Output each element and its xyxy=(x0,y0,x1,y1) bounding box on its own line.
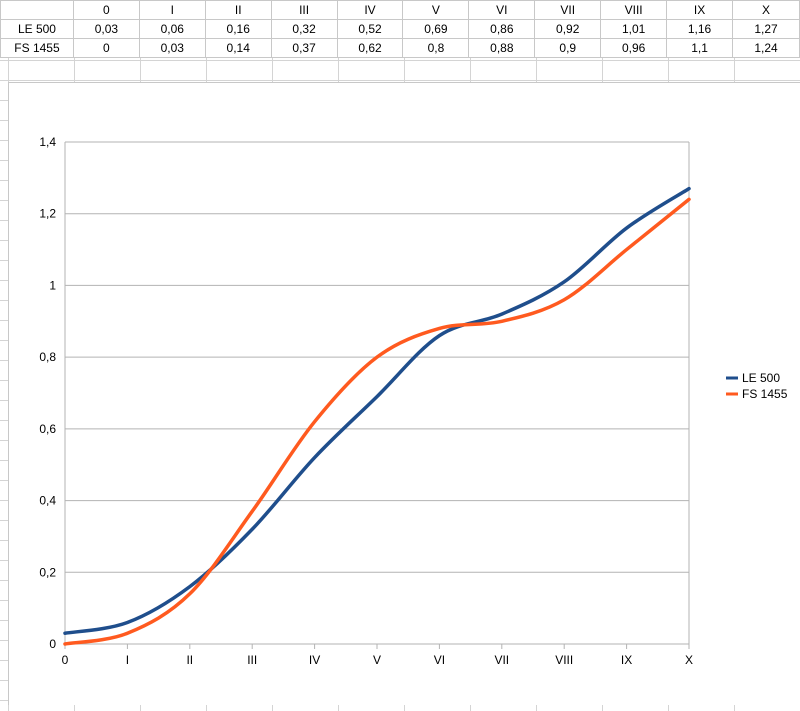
table-row: FS 1455 0 0,03 0,14 0,37 0,62 0,8 0,88 0… xyxy=(0,38,800,58)
value-cell[interactable]: 0,03 xyxy=(138,38,206,58)
x-axis-labels: 0 I II III IV V VI VII VIII IX X xyxy=(62,653,693,667)
y-axis-labels: 0 0,2 0,4 0,6 0,8 1 1,2 1,4 xyxy=(39,135,56,651)
value-cell[interactable]: 0,8 xyxy=(402,38,470,58)
header-cell[interactable]: VI xyxy=(468,0,536,20)
value-cell[interactable]: 1,27 xyxy=(732,19,800,39)
header-cell[interactable]: I xyxy=(138,0,206,20)
x-tick-label: VIII xyxy=(555,653,573,667)
y-tick-label: 1,4 xyxy=(39,135,56,149)
legend: LE 500 FS 1455 xyxy=(726,371,788,401)
series-line-fs-1455 xyxy=(63,197,691,646)
value-cell[interactable]: 0,69 xyxy=(402,19,470,39)
table-row: LE 500 0,03 0,06 0,16 0,32 0,52 0,69 0,8… xyxy=(0,19,800,39)
header-cell[interactable]: III xyxy=(270,0,338,20)
value-cell[interactable]: 0,62 xyxy=(336,38,404,58)
x-tick-label: 0 xyxy=(62,653,69,667)
x-tick-label: IX xyxy=(621,653,632,667)
x-tick-label: VI xyxy=(434,653,445,667)
value-cell[interactable]: 1,1 xyxy=(666,38,733,58)
header-cell[interactable]: X xyxy=(732,0,800,20)
value-cell[interactable]: 0 xyxy=(72,38,140,58)
series-line-le-500 xyxy=(63,186,691,635)
row-label-cell[interactable]: LE 500 xyxy=(0,19,74,39)
header-cell[interactable]: VIII xyxy=(600,0,668,20)
x-tick-label: V xyxy=(373,653,381,667)
header-cell[interactable]: IV xyxy=(336,0,404,20)
x-tick-label: X xyxy=(685,653,693,667)
row-label-cell[interactable]: FS 1455 xyxy=(0,38,74,58)
y-tick-label: 1 xyxy=(49,278,56,292)
header-cell[interactable]: II xyxy=(204,0,272,20)
y-tick-label: 1,2 xyxy=(39,207,56,221)
value-cell[interactable]: 0,88 xyxy=(468,38,536,58)
chart-object[interactable]: 0 0,2 0,4 0,6 0,8 1 1,2 1,4 0 I II III IV V VI VII VIII… xyxy=(8,82,800,705)
value-cell[interactable]: 0,86 xyxy=(468,19,536,39)
header-cell[interactable]: VII xyxy=(534,0,602,20)
value-cell[interactable]: 0,9 xyxy=(534,38,602,58)
header-cell[interactable]: V xyxy=(402,0,470,20)
x-tick-label: II xyxy=(186,653,193,667)
x-tick-label: I xyxy=(126,653,129,667)
table-header-row: 0 I II III IV V VI VII VIII IX X xyxy=(0,0,800,20)
value-cell[interactable]: 0,16 xyxy=(204,19,272,39)
y-tick-label: 0,6 xyxy=(39,422,56,436)
header-cell[interactable] xyxy=(0,0,74,20)
gridlines xyxy=(65,141,689,645)
x-tick-label: VII xyxy=(494,653,509,667)
legend-label: LE 500 xyxy=(742,371,780,385)
axes xyxy=(64,142,690,649)
value-cell[interactable]: 1,24 xyxy=(732,38,800,58)
value-cell[interactable]: 1,16 xyxy=(666,19,733,39)
line-chart: 00,20,40,60,811,21,4 0 I II III IV V VI VII VIII… xyxy=(39,135,788,667)
y-tick-label: 0,8 xyxy=(39,350,56,364)
y-tick-label: 0,2 xyxy=(39,565,56,579)
value-cell[interactable]: 0,32 xyxy=(270,19,338,39)
y-tick-label: 0 xyxy=(49,637,56,651)
value-cell[interactable]: 0,52 xyxy=(336,19,404,39)
y-tick-label: 0,4 xyxy=(39,494,56,508)
value-cell[interactable]: 0,14 xyxy=(204,38,272,58)
value-cell[interactable]: 0,03 xyxy=(72,19,140,39)
data-table: 0 I II III IV V VI VII VIII IX X LE 500 … xyxy=(0,0,800,58)
value-cell[interactable]: 0,37 xyxy=(270,38,338,58)
value-cell[interactable]: 0,92 xyxy=(534,19,602,39)
x-tick-label: III xyxy=(247,653,257,667)
header-cell[interactable]: 0 xyxy=(72,0,140,20)
value-cell[interactable]: 0,96 xyxy=(600,38,668,58)
value-cell[interactable]: 1,01 xyxy=(600,19,668,39)
legend-label: FS 1455 xyxy=(742,387,788,401)
header-cell[interactable]: IX xyxy=(666,0,733,20)
x-tick-label: IV xyxy=(309,653,320,667)
series-lines xyxy=(63,186,691,646)
value-cell[interactable]: 0,06 xyxy=(138,19,206,39)
